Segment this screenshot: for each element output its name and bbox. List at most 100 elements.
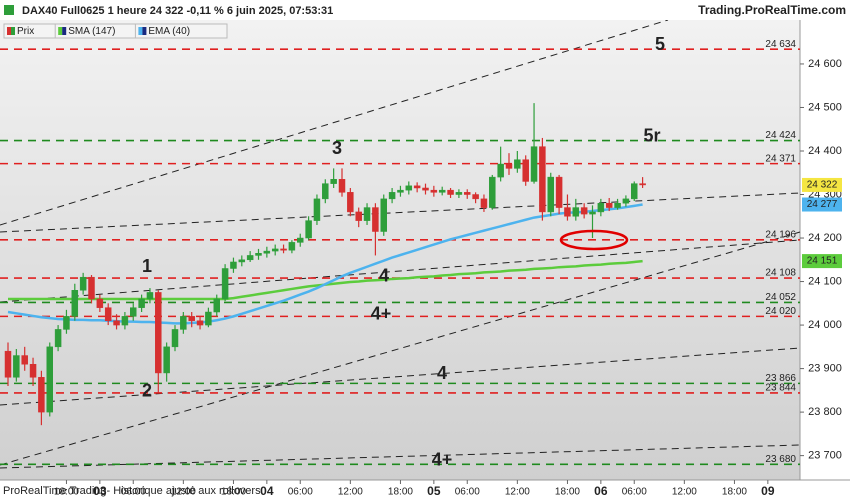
candle-body [155, 292, 162, 374]
candle-body [213, 298, 220, 313]
candle-body [539, 146, 546, 213]
candle-body [163, 346, 170, 374]
annotation: 4 [437, 363, 447, 383]
annotation: 5r [643, 125, 660, 145]
legend-swatch [7, 27, 11, 35]
candle-body [614, 202, 621, 208]
candle-body [171, 329, 179, 348]
candle-body [63, 316, 70, 330]
annotation: 1 [142, 256, 152, 276]
x-tick-label: 12:00 [171, 487, 196, 498]
candle-body [430, 189, 438, 193]
x-tick-label: 06:00 [622, 487, 647, 498]
level-label: 23 866 [765, 373, 796, 384]
y-tick-label: 23 900 [808, 362, 842, 374]
annotation: 3 [332, 138, 342, 158]
candle-body [564, 207, 571, 217]
candle-body [472, 194, 479, 200]
price-badge [802, 197, 842, 212]
candle-body [71, 290, 79, 317]
trend-line [0, 19, 669, 226]
legend-swatch [138, 27, 143, 35]
candle-body [355, 211, 362, 221]
price-badge-label: 24 277 [807, 199, 838, 210]
level-label: 24 108 [765, 268, 796, 279]
x-tick-label: 18:00 [388, 487, 413, 498]
candle-body [263, 250, 271, 254]
plot-background [0, 20, 800, 480]
candle-body [605, 202, 613, 208]
price-badge [802, 254, 842, 269]
y-tick-label: 24 500 [808, 101, 842, 113]
x-tick-label: 04 [260, 484, 274, 498]
legend-swatch [142, 27, 147, 35]
y-tick-label: 24 000 [808, 319, 842, 331]
level-label: 24 020 [765, 306, 796, 317]
header-bar [0, 0, 850, 20]
candle-body [388, 192, 396, 200]
candle-body [489, 176, 496, 208]
x-tick-label: 12:00 [505, 487, 530, 498]
candle-body [447, 189, 454, 195]
candle-body [480, 198, 488, 208]
legend-swatch [58, 27, 63, 35]
chart-title: DAX40 Full0625 1 heure 24 322 -0,11 % 6 … [22, 5, 333, 17]
candle-body [196, 320, 204, 326]
annotation: 4 [379, 265, 389, 285]
candle-body [380, 198, 387, 232]
y-tick-label: 23 700 [808, 450, 842, 462]
candle-body [238, 259, 246, 263]
level-label: 24 371 [765, 153, 796, 164]
candle-body [597, 202, 605, 213]
candle-body [104, 307, 112, 321]
legend-label: EMA (40) [148, 26, 190, 37]
price-badge-label: 24 322 [807, 180, 838, 191]
y-tick-label: 24 200 [808, 232, 842, 244]
candle-body [280, 248, 287, 251]
candle-body [205, 311, 212, 326]
annotation: 4+ [371, 304, 392, 324]
candle-body [572, 207, 580, 217]
annotation: 4+ [432, 450, 453, 470]
candle-body [271, 248, 279, 252]
level-label: 23 844 [765, 383, 796, 394]
price-badge-label: 24 151 [807, 256, 838, 267]
candle-body [288, 242, 296, 251]
price-badge [802, 177, 842, 192]
candle-body [347, 192, 354, 213]
candle-body [54, 329, 62, 348]
y-tick-label: 23 800 [808, 406, 842, 418]
candle-body [555, 176, 563, 208]
x-tick-label: 18:00 [555, 487, 580, 498]
y-tick-label: 24 100 [808, 275, 842, 287]
legend-swatch [62, 27, 67, 35]
footer-note: ProRealTime Trading- Historique ajusté a… [3, 485, 261, 497]
candle-body [372, 207, 379, 232]
candle-body [464, 192, 471, 195]
candle-body [221, 268, 229, 300]
candle-body [96, 298, 104, 308]
legend-swatch [11, 27, 15, 35]
x-tick-label: 18:00 [54, 487, 79, 498]
candle-body [639, 183, 646, 186]
legend-box [134, 23, 228, 39]
level-label: 24 052 [765, 292, 796, 303]
candle-body [422, 187, 429, 191]
candle-body [188, 316, 195, 321]
source: Trading.ProRealTime.com [698, 3, 846, 17]
candle-body [4, 350, 12, 378]
candle-body [146, 292, 154, 300]
candle-body [438, 189, 446, 193]
candle-body [530, 146, 538, 182]
trend-line [0, 192, 801, 233]
candle-body [121, 316, 129, 326]
candle-body [230, 261, 237, 269]
x-tick-label: 12:00 [338, 487, 363, 498]
level-label: 24 196 [765, 229, 796, 240]
candle-body [180, 316, 187, 330]
candle-body [580, 207, 588, 215]
candle-body [305, 220, 312, 239]
candle-body [79, 276, 87, 291]
